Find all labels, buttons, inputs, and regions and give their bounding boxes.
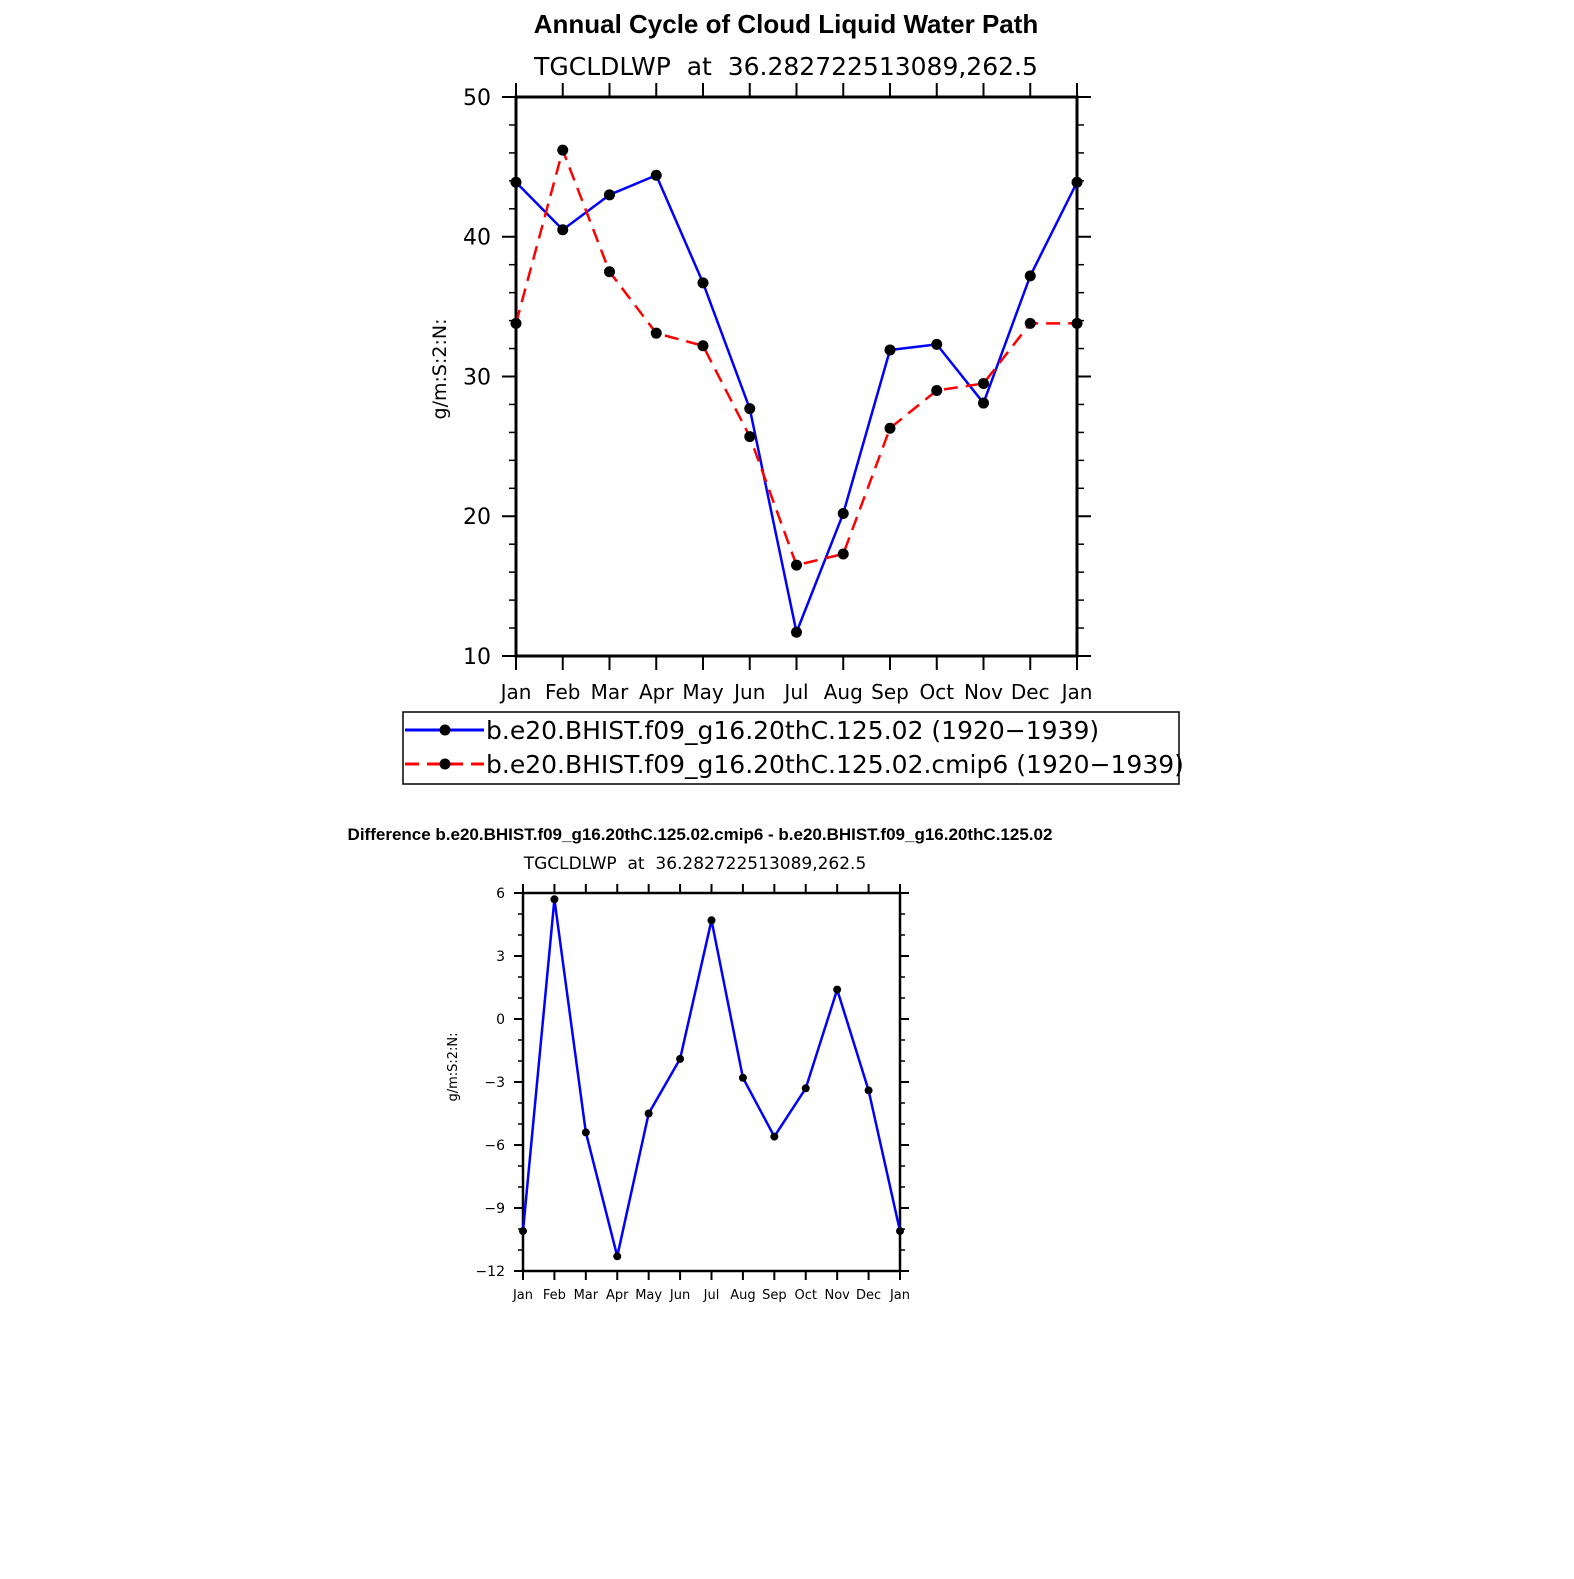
- chart2-series-1-point: [896, 1227, 904, 1236]
- chart1-series-1-point: [931, 338, 943, 350]
- chart2-series-1-point: [613, 1252, 622, 1261]
- chart2-xtick-label: Oct: [795, 1288, 817, 1303]
- chart1-series-2-point: [604, 266, 615, 278]
- chart2-xtick-label: Jan: [889, 1288, 910, 1303]
- chart2-xtick-label: Jul: [703, 1288, 720, 1303]
- chart2-ytick-label: −12: [475, 1264, 505, 1280]
- chart1-xtick-label: Jan: [1060, 680, 1093, 704]
- chart1-ytick-label: 10: [463, 645, 491, 670]
- chart1-xtick-label: Apr: [639, 680, 674, 704]
- chart1-xtick-label: Oct: [919, 680, 954, 704]
- chart2-series-1-point: [676, 1054, 685, 1063]
- chart1-xtick-label: Jan: [499, 680, 532, 704]
- chart1-series-1-point: [744, 403, 756, 415]
- chart2-series-1-point: [864, 1086, 873, 1095]
- chart2-series-1-line: [521, 898, 902, 1258]
- chart2-series-1-point: [770, 1132, 779, 1141]
- chart2-ytick-label: −9: [484, 1201, 505, 1217]
- chart1-xtick-label: Dec: [1011, 680, 1050, 704]
- chart1-series-1-point: [837, 507, 849, 519]
- chart2-xtick-label: Sep: [762, 1288, 787, 1303]
- chart2-ytick-label: 3: [496, 949, 505, 965]
- chart1-series-2-point: [978, 377, 989, 389]
- chart2-plot: Jan Feb Mar Apr May Jun Jul Aug Sep Oct Nov Dec Jan−…: [475, 884, 910, 1303]
- chart2-series-1-point: [519, 1227, 527, 1236]
- chart2-xtick-label: Mar: [574, 1288, 599, 1303]
- chart1-series-2-point: [884, 422, 896, 434]
- chart1-series-2-point: [744, 431, 756, 443]
- chart1-series-2-line: [514, 148, 1077, 567]
- chart2-xtick-label: May: [635, 1288, 662, 1303]
- chart2-ytick-label: −3: [484, 1075, 505, 1091]
- chart1-series-2-point: [697, 340, 709, 352]
- chart2-ytick-label: 6: [496, 886, 505, 902]
- chart2-ytick-label: −6: [484, 1138, 505, 1154]
- legend-marker-series-2: [439, 758, 451, 770]
- chart2-xtick-label: Feb: [543, 1288, 566, 1303]
- chart2-series-1-point: [707, 916, 716, 925]
- chart1-series-2-point: [931, 384, 943, 396]
- chart1-xtick-label: Jul: [782, 680, 808, 704]
- chart1-series-1-point: [1071, 176, 1083, 188]
- chart2-series-1-point: [833, 985, 842, 994]
- chart1-xtick-label: Jun: [732, 680, 765, 704]
- chart2-ytick-label: 0: [496, 1012, 505, 1028]
- chart1-series-2-point: [837, 548, 849, 560]
- chart1-subtitle: TGCLDLWP at 36.282722513089,262.5: [533, 52, 1038, 81]
- chart2-series-1-point: [801, 1084, 810, 1093]
- chart2-xtick-label: Apr: [606, 1288, 629, 1303]
- chart2-subtitle: TGCLDLWP at 36.282722513089,262.5: [523, 854, 867, 874]
- chart2-xtick-label: Dec: [856, 1288, 881, 1303]
- chart1-plot: Jan Feb Mar Apr May Jun Jul Aug Sep Oct Nov Dec Jan 1…: [463, 83, 1092, 704]
- chart1-title: Annual Cycle of Cloud Liquid Water Path: [534, 9, 1039, 39]
- chart1-xtick-label: Feb: [545, 680, 580, 704]
- chart2-series-1-point: [738, 1073, 747, 1082]
- chart1-ytick-label: 20: [463, 505, 491, 530]
- chart2-xtick-label: Jun: [669, 1288, 690, 1303]
- chart1-xtick-label: Aug: [824, 680, 863, 704]
- chart1-series-2-point: [791, 559, 802, 571]
- chart1-series-2-point: [650, 327, 662, 339]
- chart1-xtick-label: May: [682, 680, 724, 704]
- chart1-xtick-label: Mar: [591, 680, 630, 704]
- legend-box: [402, 711, 1180, 785]
- chart2-series-1-point: [550, 895, 559, 904]
- chart2-xtick-label: Jan: [512, 1288, 533, 1303]
- chart1-ytick-label: 30: [463, 365, 491, 390]
- chart1-series-2-point: [557, 144, 569, 156]
- chart1-series-2-point: [1071, 317, 1083, 329]
- chart2-series-1-point: [644, 1109, 653, 1118]
- chart1-series-1-point: [557, 224, 569, 236]
- chart2-series-1-point: [581, 1128, 590, 1137]
- chart1-ytick-label: 50: [463, 86, 491, 111]
- chart1-series-1-point: [510, 176, 522, 188]
- chart1-series-1-point: [604, 189, 615, 201]
- chart1-xtick-label: Nov: [964, 680, 1003, 704]
- chart1-series-1-point: [884, 344, 896, 356]
- chart2-xtick-label: Nov: [824, 1288, 850, 1303]
- legend-label-series-2: b.e20.BHIST.f09_g16.20thC.125.02.cmip6 (…: [486, 750, 1184, 779]
- legend: b.e20.BHIST.f09_g16.20thC.125.02 (1920−1…: [402, 711, 1184, 785]
- chart2-ylabel: g/m:S:2:N:: [446, 1032, 461, 1101]
- chart1-series-1-point: [650, 169, 662, 181]
- chart1-series-1-point: [1024, 270, 1036, 282]
- chart1-series-1-point: [978, 397, 989, 409]
- chart1-ytick-label: 40: [463, 226, 491, 251]
- chart1-series-1-point: [791, 626, 802, 638]
- chart1-series-1-point: [697, 277, 709, 289]
- chart2-title: Difference b.e20.BHIST.f09_g16.20thC.125…: [348, 825, 1053, 844]
- chart1-series-2-point: [510, 317, 522, 329]
- legend-label-series-1: b.e20.BHIST.f09_g16.20thC.125.02 (1920−1…: [486, 716, 1099, 745]
- chart1-xtick-label: Sep: [871, 680, 909, 704]
- legend-marker-series-1: [439, 724, 451, 736]
- chart2-xtick-label: Aug: [730, 1288, 755, 1303]
- chart1-ylabel: g/m:S:2:N:: [429, 319, 451, 420]
- chart1-series-2-point: [1024, 317, 1036, 329]
